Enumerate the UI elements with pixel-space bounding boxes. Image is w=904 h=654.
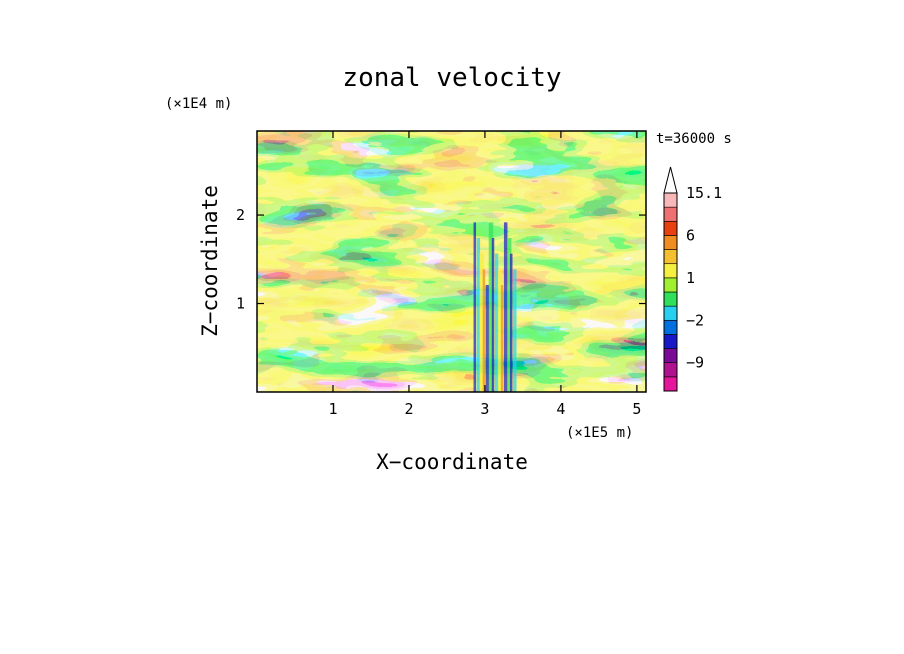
colorbar-segment — [663, 263, 678, 279]
streak — [494, 253, 499, 392]
x-tick-label: 2 — [404, 400, 413, 418]
colorbar-label: 6 — [686, 226, 695, 244]
colorbar-frame — [663, 192, 678, 392]
streak — [482, 269, 486, 392]
streak — [491, 238, 495, 392]
colorbar-segment — [663, 348, 678, 364]
y-tick-label: 2 — [236, 206, 245, 224]
central-streaks — [473, 222, 517, 392]
colorbar-segment — [663, 277, 678, 293]
colorbar-extend-triangle — [663, 166, 678, 194]
chart-title: zonal velocity — [342, 63, 561, 93]
colorbar: 15.1 6 1 −2 −9 — [663, 166, 722, 392]
streak — [513, 269, 517, 392]
streak — [510, 253, 513, 392]
plot-frame — [256, 130, 647, 393]
streak — [503, 222, 508, 392]
x-tick-label: 3 — [480, 400, 489, 418]
streak — [485, 284, 490, 392]
streak — [488, 222, 494, 392]
colorbar-segment — [663, 362, 678, 378]
colorbar-label: −2 — [686, 311, 704, 329]
time-label: t=36000 s — [656, 131, 732, 147]
x-tick-label: 5 — [632, 400, 641, 418]
streak — [473, 222, 477, 392]
streak — [500, 284, 504, 392]
x-unit-label: (×1E5 m) — [566, 425, 633, 441]
colorbar-segment — [663, 235, 678, 250]
streak — [476, 238, 481, 392]
y-unit-label: (×1E4 m) — [165, 96, 232, 112]
y-axis-title: Z−coordinate — [198, 185, 222, 337]
colorbar-segment — [663, 206, 678, 222]
colorbar-label: 15.1 — [686, 184, 722, 202]
colorbar-segment — [663, 334, 678, 349]
x-axis-title: X−coordinate — [376, 450, 528, 474]
colorbar-segment — [663, 319, 678, 335]
x-tick-label: 1 — [328, 400, 337, 418]
colorbar-segment — [663, 220, 678, 236]
streak — [479, 253, 485, 392]
y-axis-ticks: 12 — [236, 206, 646, 313]
colorbar-label: −9 — [686, 354, 704, 372]
colorbar-segment — [663, 192, 678, 208]
x-axis-ticks: 1 2 3 4 5 — [328, 131, 641, 418]
x-tick-label: 4 — [556, 400, 565, 418]
colorbar-label: 1 — [686, 269, 695, 287]
colorbar-segment — [663, 305, 678, 321]
heatmap-field — [257, 131, 646, 392]
streak — [497, 269, 503, 392]
colorbar-segment — [663, 376, 678, 392]
y-tick-label: 1 — [236, 295, 245, 313]
colorbar-segment — [663, 291, 678, 307]
streak — [506, 238, 512, 392]
colorbar-segment — [663, 249, 678, 265]
